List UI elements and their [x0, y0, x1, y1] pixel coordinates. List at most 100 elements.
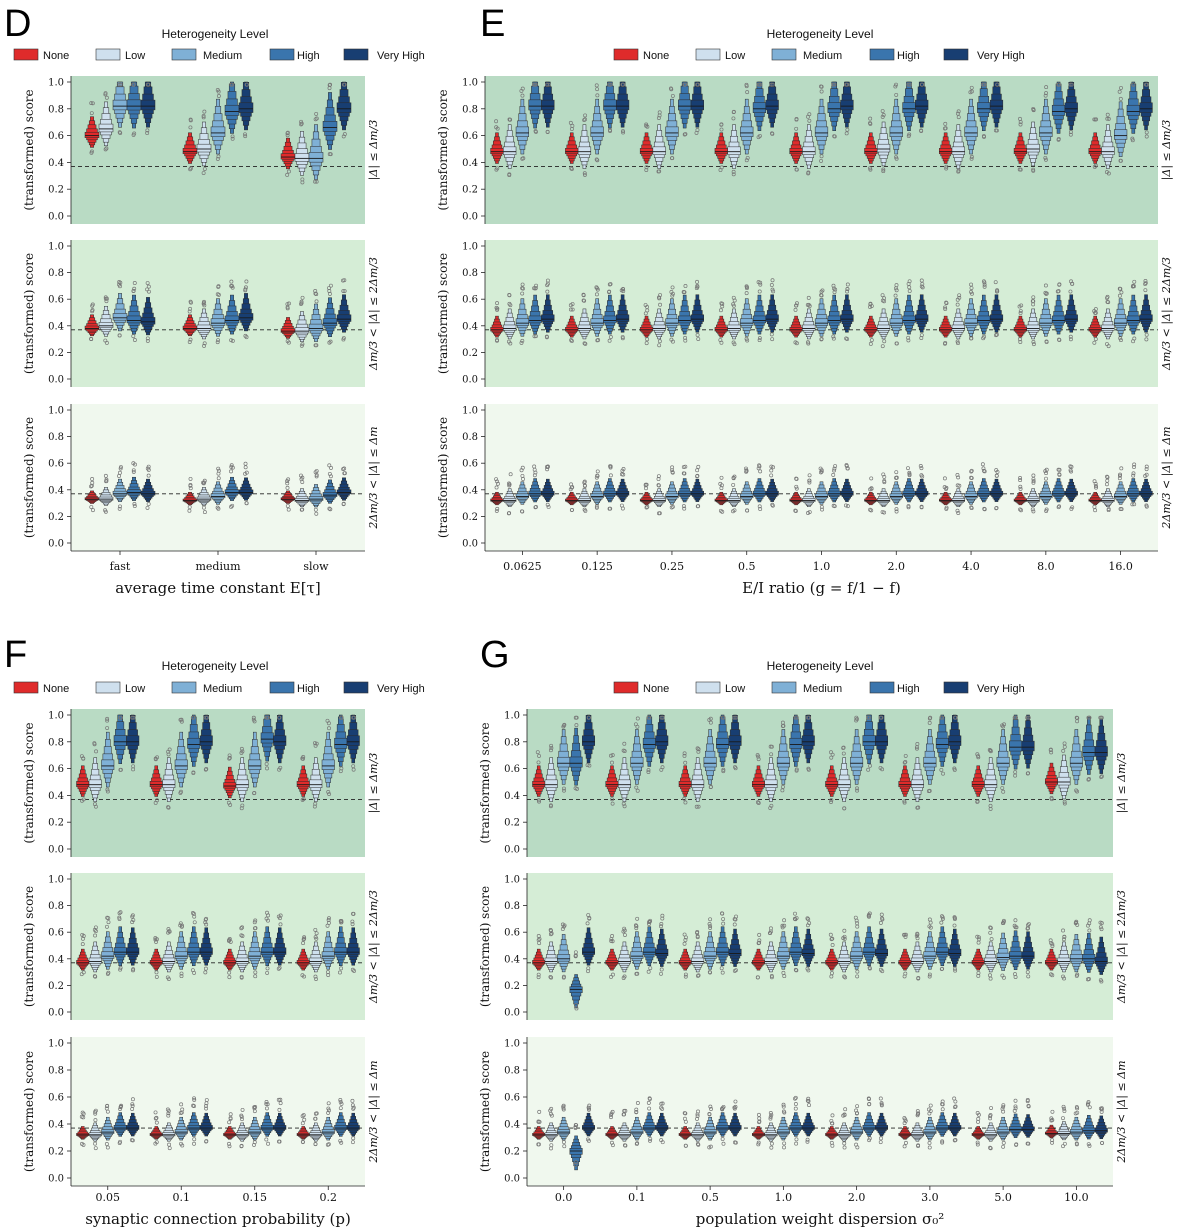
- outlier-point: [204, 922, 209, 927]
- boxen-box: [727, 498, 741, 502]
- outlier-point: [780, 925, 785, 930]
- outlier-point: [1062, 1106, 1067, 1111]
- boxen-box: [1026, 143, 1040, 153]
- outlier-point: [869, 508, 874, 513]
- outlier-point: [707, 922, 712, 926]
- outlier-point: [118, 466, 123, 471]
- outlier-point: [581, 293, 586, 298]
- outlier-point: [339, 1101, 344, 1106]
- outlier-point: [695, 1116, 699, 1121]
- legend-label-1: Low: [725, 50, 745, 62]
- legend-title: Heterogeneity Level: [162, 659, 269, 673]
- outlier-point: [118, 504, 122, 509]
- outlier-point: [1074, 1141, 1079, 1146]
- outlier-point: [80, 1141, 84, 1146]
- outlier-point: [939, 767, 944, 772]
- outlier-point: [104, 1142, 109, 1146]
- outlier-point: [879, 1103, 884, 1108]
- outlier-point: [239, 806, 244, 811]
- boxen-box: [939, 148, 953, 155]
- outlier-point: [868, 121, 872, 125]
- outlier-point: [733, 1104, 738, 1109]
- boxen-box: [615, 490, 630, 496]
- outlier-point: [854, 1142, 859, 1147]
- y-tick-label: 0.4: [48, 1120, 64, 1131]
- outlier-point: [1013, 975, 1018, 979]
- outlier-point: [695, 973, 700, 978]
- outlier-point: [582, 341, 587, 346]
- boxen-box: [334, 1125, 348, 1130]
- outlier-point: [202, 167, 207, 172]
- boxen-box: [1126, 315, 1140, 324]
- outlier-point: [339, 920, 344, 925]
- outlier-point: [757, 464, 762, 469]
- outlier-point: [733, 715, 738, 720]
- outlier-point: [252, 1140, 257, 1145]
- outlier-point: [265, 970, 270, 975]
- outlier-point: [130, 1107, 135, 1111]
- outlier-point: [1001, 789, 1006, 794]
- outlier-point: [546, 504, 551, 509]
- outlier-point: [880, 510, 885, 514]
- outlier-point: [1044, 471, 1049, 476]
- outlier-point: [216, 292, 221, 297]
- outlier-point: [230, 503, 235, 508]
- outlier-point: [1118, 336, 1123, 341]
- outlier-point: [285, 133, 290, 138]
- outlier-point: [252, 719, 257, 724]
- outlier-point: [880, 917, 885, 922]
- outlier-point: [832, 290, 837, 295]
- outlier-point: [880, 969, 885, 974]
- boxen-box: [98, 496, 114, 501]
- outlier-point: [807, 1103, 811, 1108]
- outlier-point: [1062, 1141, 1067, 1146]
- boxen-box: [490, 327, 504, 332]
- outlier-point: [495, 338, 499, 343]
- outlier-point: [339, 966, 344, 971]
- outlier-point: [969, 505, 974, 510]
- boxen-box: [923, 756, 937, 768]
- outlier-point: [894, 288, 899, 293]
- outlier-point: [192, 1141, 196, 1146]
- outlier-point: [608, 465, 613, 470]
- legend-label-3: High: [897, 50, 920, 62]
- boxen-box: [149, 781, 163, 788]
- boxen-box: [837, 957, 851, 964]
- y-tick-label: 0.6: [462, 295, 478, 306]
- outlier-point: [782, 918, 787, 923]
- outlier-point: [104, 146, 109, 151]
- outlier-point: [894, 507, 899, 512]
- legend-swatch-1: [695, 48, 721, 61]
- boxen-box: [801, 948, 815, 957]
- outlier-point: [301, 1113, 306, 1118]
- outlier-point: [229, 463, 234, 468]
- outlier-point: [202, 109, 207, 114]
- outlier-point: [969, 468, 974, 473]
- outlier-point: [845, 466, 850, 471]
- outlier-point: [1043, 290, 1048, 295]
- outlier-point: [756, 1112, 761, 1117]
- y-tick-label: 1.0: [48, 711, 64, 722]
- boxen-box: [714, 148, 728, 155]
- y-axis-label: (transformed) score: [436, 417, 450, 538]
- outlier-point: [342, 466, 347, 471]
- outlier-point: [1031, 302, 1036, 307]
- outlier-point: [1094, 484, 1098, 489]
- outlier-point: [582, 172, 587, 177]
- outlier-point: [635, 1101, 640, 1105]
- outlier-point: [696, 464, 701, 469]
- boxen-box: [260, 732, 274, 744]
- outlier-point: [682, 82, 687, 87]
- boxen-box: [1009, 951, 1023, 959]
- outlier-point: [190, 715, 195, 720]
- boxen-box: [652, 146, 666, 155]
- outlier-point: [1093, 163, 1098, 168]
- outlier-point: [560, 922, 565, 927]
- outlier-point: [350, 967, 355, 972]
- outlier-point: [244, 335, 249, 340]
- outlier-point: [1019, 303, 1024, 308]
- boxen-box: [322, 492, 338, 497]
- outlier-point: [745, 508, 750, 513]
- boxen-box: [101, 951, 115, 959]
- outlier-point: [982, 282, 987, 287]
